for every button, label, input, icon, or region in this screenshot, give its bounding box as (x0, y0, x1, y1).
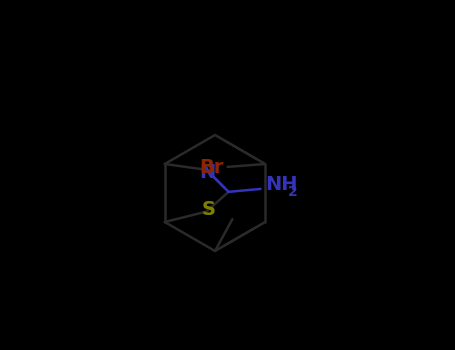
Text: Br: Br (199, 159, 223, 177)
Text: S: S (202, 200, 216, 219)
Text: NH: NH (265, 175, 298, 195)
Text: N: N (199, 163, 216, 182)
Text: 2: 2 (288, 185, 297, 199)
